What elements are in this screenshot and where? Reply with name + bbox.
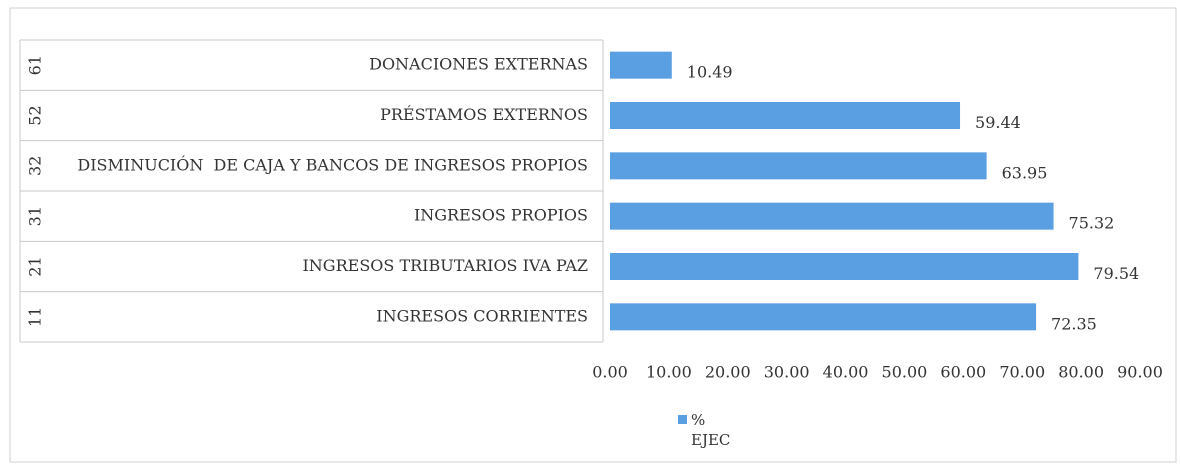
category-label: DISMINUCIÓN DE CAJA Y BANCOS DE INGRESOS… [77,154,588,174]
bar [610,102,961,129]
x-tick-label: 80.00 [1058,363,1104,382]
category-code: 52 [26,105,45,125]
x-tick-label: 50.00 [882,363,928,382]
value-label: 72.35 [1051,314,1097,333]
bar [610,253,1079,280]
category-code: 11 [26,307,45,327]
category-label: INGRESOS CORRIENTES [376,306,588,325]
bar [610,202,1054,230]
x-tick-label: 10.00 [646,363,692,382]
category-code: 31 [26,206,45,226]
category-code: 32 [26,156,45,176]
value-label: 79.54 [1093,264,1139,283]
legend: % EJEC [678,410,731,450]
category-code: 61 [26,55,45,75]
chart-border [9,7,1177,463]
value-label: 10.49 [687,63,733,82]
value-label: 63.95 [1002,163,1048,182]
x-tick-label: 60.00 [940,363,986,382]
category-label: PRÉSTAMOS EXTERNOS [380,104,588,124]
bar [610,303,1037,331]
value-label: 59.44 [975,113,1021,132]
bar [610,51,672,79]
bar [610,152,987,180]
category-code: 21 [26,256,45,276]
legend-label: % EJEC [691,411,731,449]
legend-swatch [678,415,687,424]
x-tick-label: 20.00 [705,363,751,382]
x-tick-label: 90.00 [1117,363,1163,382]
category-label: INGRESOS TRIBUTARIOS IVA PAZ [302,256,588,275]
category-label: DONACIONES EXTERNAS [369,55,588,74]
x-tick-label: 30.00 [764,363,810,382]
value-label: 75.32 [1069,214,1115,233]
category-label: INGRESOS PROPIOS [414,206,588,225]
x-tick-label: 70.00 [999,363,1045,382]
x-tick-label: 40.00 [823,363,869,382]
x-tick-label: 0.00 [592,363,628,382]
